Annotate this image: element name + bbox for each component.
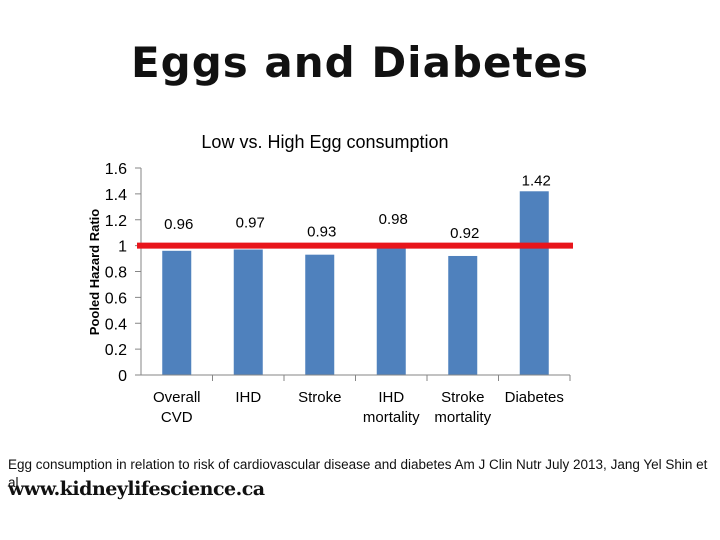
bar	[162, 250, 192, 375]
y-tick-label: 0.4	[105, 316, 127, 333]
y-tick-label: 1.6	[105, 161, 127, 178]
bars-group	[162, 191, 549, 375]
y-axis-label: Pooled Hazard Ratio	[87, 209, 102, 335]
bar-value-label: 0.92	[450, 225, 479, 242]
x-category-label: IHD	[235, 389, 261, 406]
x-category-label: mortality	[434, 409, 491, 426]
y-tick-label: 0.8	[105, 265, 127, 282]
bar-value-label: 0.98	[379, 211, 408, 228]
x-category-label: Stroke	[298, 389, 341, 406]
chart-title: Low vs. High Egg consumption	[201, 132, 448, 152]
x-category-label: IHD	[378, 389, 404, 406]
y-tick-label: 1.2	[105, 213, 127, 230]
bar-value-label: 0.96	[164, 216, 193, 233]
footer-url[interactable]: www.kidneylifescience.ca	[8, 478, 265, 500]
bar	[448, 255, 478, 375]
bar-value-label: 0.93	[307, 224, 336, 241]
x-category-label: Stroke	[441, 389, 484, 406]
x-category-label: Diabetes	[505, 389, 564, 406]
bar	[233, 249, 263, 375]
bar-value-label: 0.97	[236, 215, 265, 232]
y-axis-ticks: 0 0.2 0.4 0.6 0.8 1 1.2 1.4 1.6	[105, 161, 141, 385]
y-tick-label: 0.6	[105, 290, 127, 307]
y-tick-label: 1	[118, 239, 127, 256]
value-labels-group: 0.96 0.97 0.93 0.98 0.92 1.42	[164, 172, 551, 242]
y-tick-label: 0	[118, 368, 127, 385]
x-category-label: CVD	[161, 409, 193, 426]
source-caption: Egg consumption in relation to risk of c…	[8, 457, 708, 490]
bar-value-label: 1.42	[522, 172, 551, 189]
x-axis-labels: Overall CVD IHD Stroke IHD mortality Stroke mor…	[153, 375, 571, 426]
bar	[519, 191, 549, 375]
y-tick-label: 0.2	[105, 342, 127, 359]
bar	[305, 254, 335, 375]
y-tick-label: 1.4	[105, 187, 127, 204]
x-category-label: mortality	[363, 409, 420, 426]
bar	[376, 248, 406, 375]
x-category-label: Overall	[153, 389, 201, 406]
slide-title: Eggs and Diabetes	[130, 38, 590, 87]
bar-chart: Low vs. High Egg consumption Pooled Haza…	[87, 132, 573, 426]
